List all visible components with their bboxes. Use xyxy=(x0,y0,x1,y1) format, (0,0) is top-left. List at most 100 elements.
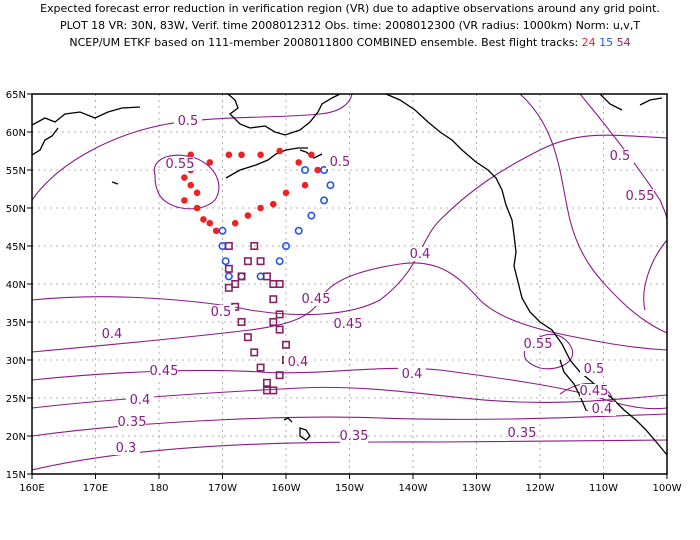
contour-label: 0.5 xyxy=(211,305,232,320)
coastline xyxy=(299,427,311,441)
contour-label-bg xyxy=(580,384,608,398)
contour-label-bg xyxy=(150,364,178,378)
coastline xyxy=(111,181,119,185)
track_15-point xyxy=(301,166,310,175)
track_24-point xyxy=(187,151,195,159)
coastline xyxy=(385,94,667,456)
x-tick-label: 150W xyxy=(335,483,364,494)
contour-label: 0.35 xyxy=(340,429,369,444)
track_24-point xyxy=(314,166,322,174)
contour-label: 0.4 xyxy=(592,402,613,417)
title-line-2: PLOT 18 VR: 30N, 83W, Verif. time 200801… xyxy=(59,19,641,32)
track_54-point xyxy=(269,317,278,326)
track-id-24: 24 xyxy=(581,36,596,49)
coastline xyxy=(32,106,141,126)
track_15-point xyxy=(275,257,284,266)
track_24-point xyxy=(301,181,309,189)
x-tick-label: 100W xyxy=(653,483,682,494)
x-tick-label: 180 xyxy=(149,483,168,494)
contour-label-bg xyxy=(166,157,194,171)
track_24-point xyxy=(200,216,207,223)
y-tick-label: 25N xyxy=(6,394,26,405)
track_54-point xyxy=(224,264,233,273)
track_15-point xyxy=(320,166,329,175)
contour-label-bg xyxy=(98,327,126,341)
title-line-3-prefix: NCEP/UM ETKF based on 111-member 2008011… xyxy=(69,36,579,49)
track_24-point xyxy=(225,151,233,159)
track_54-point xyxy=(243,333,252,342)
track_24-point xyxy=(295,159,303,166)
track_54-point xyxy=(262,378,271,387)
y-tick-label: 55N xyxy=(6,166,26,177)
y-tick-label: 20N xyxy=(6,432,26,443)
contour-label: 0.4 xyxy=(102,327,123,342)
coastline xyxy=(283,417,293,423)
contour-label-bg xyxy=(508,426,536,440)
y-tick-label: 35N xyxy=(6,318,26,329)
coastline xyxy=(559,359,587,411)
contour-label: 0.35 xyxy=(118,415,147,430)
contour-label: 0.45 xyxy=(302,292,331,307)
contour-label: 0.35 xyxy=(508,426,537,441)
contour-line xyxy=(32,439,667,471)
flight-tracks xyxy=(181,147,341,395)
track_24-point xyxy=(206,219,214,227)
x-tick-label: 160W xyxy=(272,483,301,494)
track_24-point xyxy=(193,189,201,197)
contour-label: 0.4 xyxy=(402,367,423,382)
contour-label-bg xyxy=(406,247,434,261)
track_15-point xyxy=(320,196,329,205)
track_54-point xyxy=(275,310,284,319)
track_15-point xyxy=(221,257,230,266)
contour-label: 0.3 xyxy=(116,441,137,456)
contour-label: 0.5 xyxy=(178,114,199,129)
x-tick-label: 170E xyxy=(83,483,108,494)
contour-labels: 0.5 0.55 0.5 0.4 0.55 0.5 0.45 0.55 0.5 0.45 0.4 0.… xyxy=(98,114,654,456)
track_15-point xyxy=(256,272,265,281)
track_54-point xyxy=(281,340,290,349)
contour-label-bg xyxy=(626,189,654,203)
track_54-point xyxy=(231,279,240,288)
contour-label-bg xyxy=(398,367,426,381)
track_54-point xyxy=(269,386,278,395)
track_15-point xyxy=(218,226,227,235)
track_54-point xyxy=(275,371,284,380)
track_24-point xyxy=(206,159,214,166)
track-id-15: 15 xyxy=(599,36,614,49)
track_24-point xyxy=(187,181,195,189)
contour-label: 0.5 xyxy=(610,149,631,164)
contour-line xyxy=(32,134,667,316)
track_15-point xyxy=(326,181,335,190)
track_54-point xyxy=(237,317,246,326)
track_24-point xyxy=(257,204,264,212)
track_54-point xyxy=(256,257,265,266)
y-tick-label: 30N xyxy=(6,356,26,367)
contour-label: 0.45 xyxy=(580,384,609,399)
track_54-point xyxy=(269,295,278,304)
track_54-point xyxy=(275,325,284,334)
contour-label: 0.55 xyxy=(166,157,195,172)
coastline xyxy=(639,97,663,106)
contour-label: 0.45 xyxy=(334,317,363,332)
contour-label: 0.55 xyxy=(626,189,655,204)
x-tick-label: 160E xyxy=(19,483,44,494)
track_54-point xyxy=(256,363,265,372)
track_15-point xyxy=(281,242,290,251)
track_54-point xyxy=(262,386,271,395)
contour-label-bg xyxy=(580,362,608,376)
contour-label-bg xyxy=(340,429,368,443)
track-id-54: 54 xyxy=(616,36,631,49)
contour-line xyxy=(519,94,667,334)
contour-label-bg xyxy=(112,441,140,455)
track_15-point xyxy=(294,226,303,235)
track_24-point xyxy=(181,174,188,181)
track_24-point xyxy=(276,147,283,155)
y-tick-label: 40N xyxy=(6,280,26,291)
contour-label-bg xyxy=(326,155,354,169)
x-tick-label: 120W xyxy=(526,483,555,494)
contour-line xyxy=(153,154,220,210)
title-line-1: Expected forecast error reduction in ver… xyxy=(40,2,660,15)
coastline xyxy=(227,94,341,136)
contour-label: 0.4 xyxy=(130,393,151,408)
track_54-point xyxy=(275,279,284,288)
